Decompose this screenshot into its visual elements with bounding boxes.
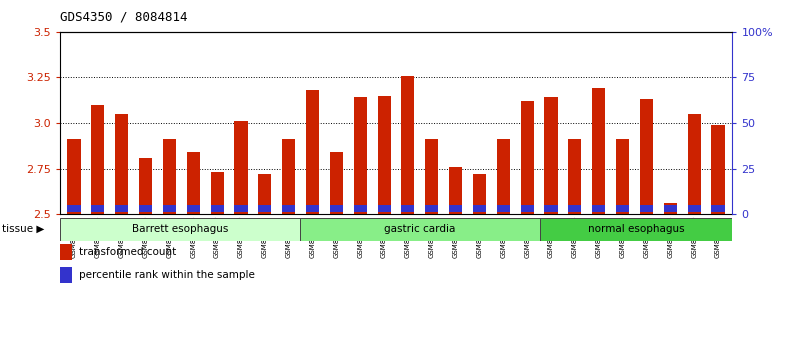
Bar xyxy=(163,139,176,214)
Bar xyxy=(258,174,271,214)
Bar xyxy=(592,88,605,214)
Bar xyxy=(425,139,439,214)
Bar xyxy=(163,205,176,212)
Bar xyxy=(211,172,224,214)
Bar xyxy=(401,76,415,214)
Bar xyxy=(282,139,295,214)
Bar xyxy=(568,139,581,214)
Bar xyxy=(60,244,72,261)
Bar xyxy=(592,205,605,212)
Bar xyxy=(282,205,295,212)
Text: Barrett esophagus: Barrett esophagus xyxy=(131,224,228,234)
Bar xyxy=(521,205,534,212)
Bar xyxy=(306,90,319,214)
Bar xyxy=(92,205,104,212)
Bar xyxy=(540,218,732,241)
Bar xyxy=(640,99,653,214)
Bar xyxy=(688,205,700,212)
Text: transformed count: transformed count xyxy=(79,247,176,257)
Bar xyxy=(187,205,200,212)
Text: gastric cardia: gastric cardia xyxy=(384,224,456,234)
Bar xyxy=(497,205,510,212)
Bar xyxy=(449,205,462,212)
Bar xyxy=(68,139,80,214)
Bar xyxy=(211,205,224,212)
Bar xyxy=(473,205,486,212)
Bar xyxy=(425,205,439,212)
Bar xyxy=(115,205,128,212)
Bar xyxy=(330,205,343,212)
Bar xyxy=(306,205,319,212)
Bar xyxy=(568,205,581,212)
Text: normal esophagus: normal esophagus xyxy=(588,224,685,234)
Bar xyxy=(330,152,343,214)
Bar xyxy=(688,114,700,214)
Bar xyxy=(377,96,391,214)
Text: GDS4350 / 8084814: GDS4350 / 8084814 xyxy=(60,11,187,24)
Bar xyxy=(353,97,367,214)
Bar xyxy=(300,218,540,241)
Bar xyxy=(544,205,558,212)
Bar xyxy=(234,121,248,214)
Bar xyxy=(401,205,415,212)
Bar xyxy=(544,97,558,214)
Bar xyxy=(473,174,486,214)
Bar xyxy=(187,152,200,214)
Text: tissue ▶: tissue ▶ xyxy=(2,224,45,234)
Bar xyxy=(68,205,80,212)
Bar xyxy=(353,205,367,212)
Bar xyxy=(60,267,72,283)
Bar xyxy=(664,203,677,214)
Bar xyxy=(497,139,510,214)
Bar xyxy=(616,205,629,212)
Bar xyxy=(139,205,152,212)
Bar xyxy=(616,139,629,214)
Bar xyxy=(139,158,152,214)
Bar xyxy=(377,205,391,212)
Bar xyxy=(115,114,128,214)
Bar xyxy=(60,218,300,241)
Bar xyxy=(449,167,462,214)
Bar xyxy=(712,125,724,214)
Bar xyxy=(258,205,271,212)
Bar xyxy=(521,101,534,214)
Bar xyxy=(234,205,248,212)
Bar xyxy=(712,205,724,212)
Text: percentile rank within the sample: percentile rank within the sample xyxy=(79,270,255,280)
Bar xyxy=(640,205,653,212)
Bar xyxy=(92,105,104,214)
Bar xyxy=(664,205,677,212)
